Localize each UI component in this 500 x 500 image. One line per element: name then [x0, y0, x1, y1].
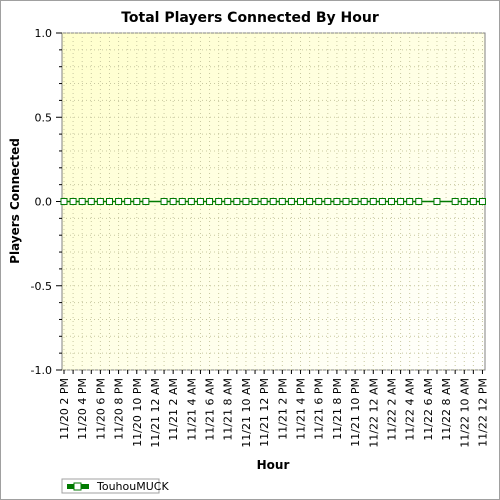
- y-tick-label: 1.0: [35, 27, 53, 40]
- data-point: [115, 198, 123, 205]
- x-tick-label: 11/21 4 AM: [185, 378, 198, 441]
- data-point: [278, 198, 286, 205]
- data-point: [269, 198, 277, 205]
- data-point: [387, 198, 395, 205]
- x-axis-title: Hour: [257, 458, 290, 472]
- x-tick-label: 11/21 12 PM: [258, 378, 271, 447]
- x-tick-label: 11/21 6 PM: [313, 378, 326, 440]
- data-point: [251, 198, 259, 205]
- data-point: [469, 198, 477, 205]
- x-tick-label: 11/20 4 PM: [76, 378, 89, 440]
- legend-marker: [73, 482, 82, 491]
- x-tick-label: 11/21 4 PM: [295, 378, 308, 440]
- data-point: [196, 198, 204, 205]
- y-tick-label: 0.0: [35, 196, 53, 209]
- x-tick-label: 11/22 12 AM: [367, 378, 380, 448]
- data-point: [142, 198, 150, 205]
- data-point: [87, 198, 95, 205]
- data-point: [260, 198, 268, 205]
- x-tick-label: 11/20 8 PM: [113, 378, 126, 440]
- y-axis: 1.0 0.5 0.0 -0.5 -1.0: [31, 27, 62, 377]
- series-group: [60, 198, 486, 205]
- data-point: [160, 198, 168, 205]
- x-tick-label: 11/22 4 AM: [404, 378, 417, 441]
- x-tick-label: 11/22 8 AM: [440, 378, 453, 441]
- data-point: [360, 198, 368, 205]
- x-tick-label: 11/20 10 PM: [131, 378, 144, 447]
- x-tick-label: 11/21 12 AM: [149, 378, 162, 448]
- data-point: [306, 198, 314, 205]
- x-tick-label: 11/21 6 AM: [204, 378, 217, 441]
- data-point: [206, 198, 214, 205]
- data-point: [378, 198, 386, 205]
- data-point: [124, 198, 132, 205]
- data-point: [324, 198, 332, 205]
- x-tick-label: 11/20 6 PM: [94, 378, 107, 440]
- data-point: [433, 198, 441, 205]
- data-point: [96, 198, 104, 205]
- data-point: [342, 198, 350, 205]
- data-point: [460, 198, 468, 205]
- legend-box: [61, 478, 160, 494]
- legend-label: TouhouMUCK: [96, 480, 169, 493]
- data-point: [369, 198, 377, 205]
- x-tick-label: 11/21 8 PM: [331, 378, 344, 440]
- x-tick-label: 11/21 2 AM: [167, 378, 180, 441]
- data-point: [215, 198, 223, 205]
- x-tick-label: 11/21 8 AM: [222, 378, 235, 441]
- y-tick-label: -1.0: [31, 364, 52, 377]
- data-point: [169, 198, 177, 205]
- data-point: [287, 198, 295, 205]
- data-point: [397, 198, 405, 205]
- data-point: [78, 198, 86, 205]
- legend: TouhouMUCK: [61, 478, 169, 494]
- y-tick-label: 0.5: [35, 111, 53, 124]
- x-tick-label: 11/22 12 PM: [476, 378, 489, 447]
- data-point: [242, 198, 250, 205]
- data-point: [415, 198, 423, 205]
- data-point: [315, 198, 323, 205]
- data-point: [406, 198, 414, 205]
- data-point: [133, 198, 141, 205]
- x-tick-label: 11/22 2 AM: [385, 378, 398, 441]
- data-point: [478, 198, 486, 205]
- data-point: [233, 198, 241, 205]
- data-point: [105, 198, 113, 205]
- data-point: [178, 198, 186, 205]
- x-tick-label: 11/20 2 PM: [58, 378, 71, 440]
- data-point: [187, 198, 195, 205]
- data-point: [60, 198, 68, 205]
- x-tick-label: 11/22 6 AM: [422, 378, 435, 441]
- data-point: [69, 198, 77, 205]
- data-point: [451, 198, 459, 205]
- x-tick-label: 11/22 10 AM: [458, 378, 471, 448]
- data-point: [351, 198, 359, 205]
- data-point: [297, 198, 305, 205]
- x-axis: 11/20 2 PM 11/20 4 PM 11/20 6 PM 11/20 8 PM…: [58, 370, 489, 448]
- chart-title: Total Players Connected By Hour: [121, 10, 379, 26]
- data-point: [224, 198, 232, 205]
- y-axis-title: Players Connected: [8, 138, 22, 264]
- x-tick-label: 11/21 2 PM: [276, 378, 289, 440]
- x-tick-label: 11/21 10 PM: [349, 378, 362, 447]
- data-point: [333, 198, 341, 205]
- y-tick-label: -0.5: [31, 280, 52, 293]
- x-tick-label: 11/21 10 AM: [240, 378, 253, 448]
